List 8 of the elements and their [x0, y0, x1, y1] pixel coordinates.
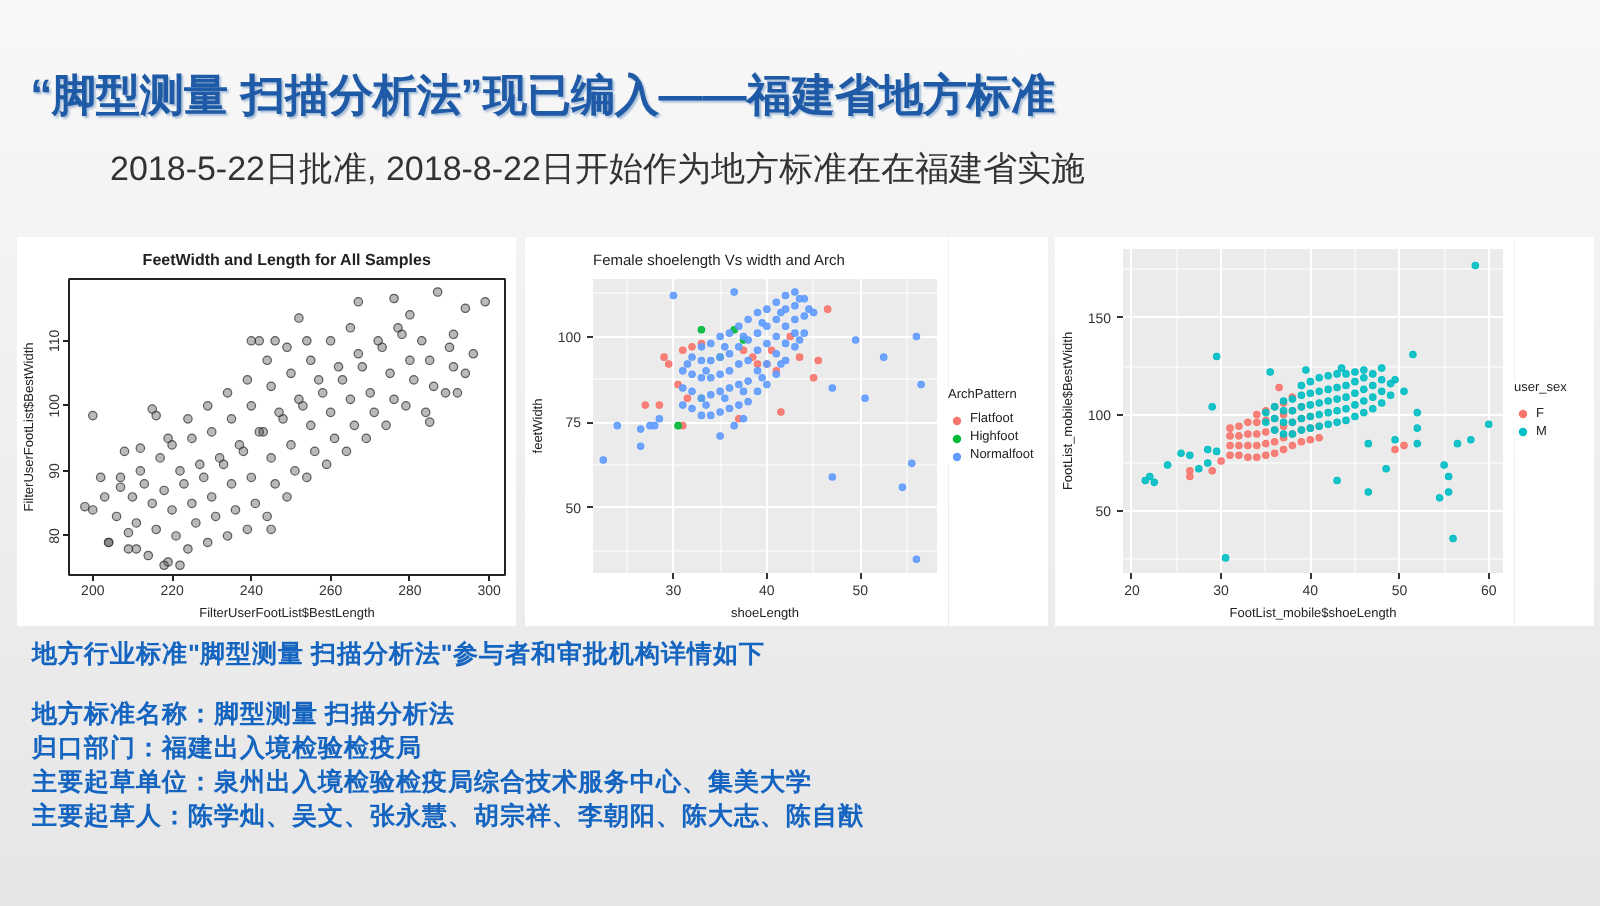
- text: 归口部门：福建出入境检验检疫局: [32, 732, 424, 766]
- text: 主要起草单位：泉州出入境检验检疫局综合技术服务中心、集美大学: [32, 766, 814, 800]
- text: 主要起草人：陈学灿、吴文、张永慧、胡宗祥、李朝阳、陈大志、陈自猷: [32, 800, 864, 834]
- chart-title: FeetWidth and Length for All Samples: [142, 251, 432, 269]
- text: 2018-5-22日批准, 2018-8-22日开始作为地方标准在在福建省实施: [110, 150, 1085, 190]
- text: “脚型测量 扫描分析法”现已编入——福建省地方标准: [28, 68, 1057, 122]
- text: 地方行业标准"脚型测量 扫描分析法"参与者和审批机构详情如下: [32, 638, 767, 672]
- text: 地方标准名称：脚型测量 扫描分析法: [32, 698, 457, 732]
